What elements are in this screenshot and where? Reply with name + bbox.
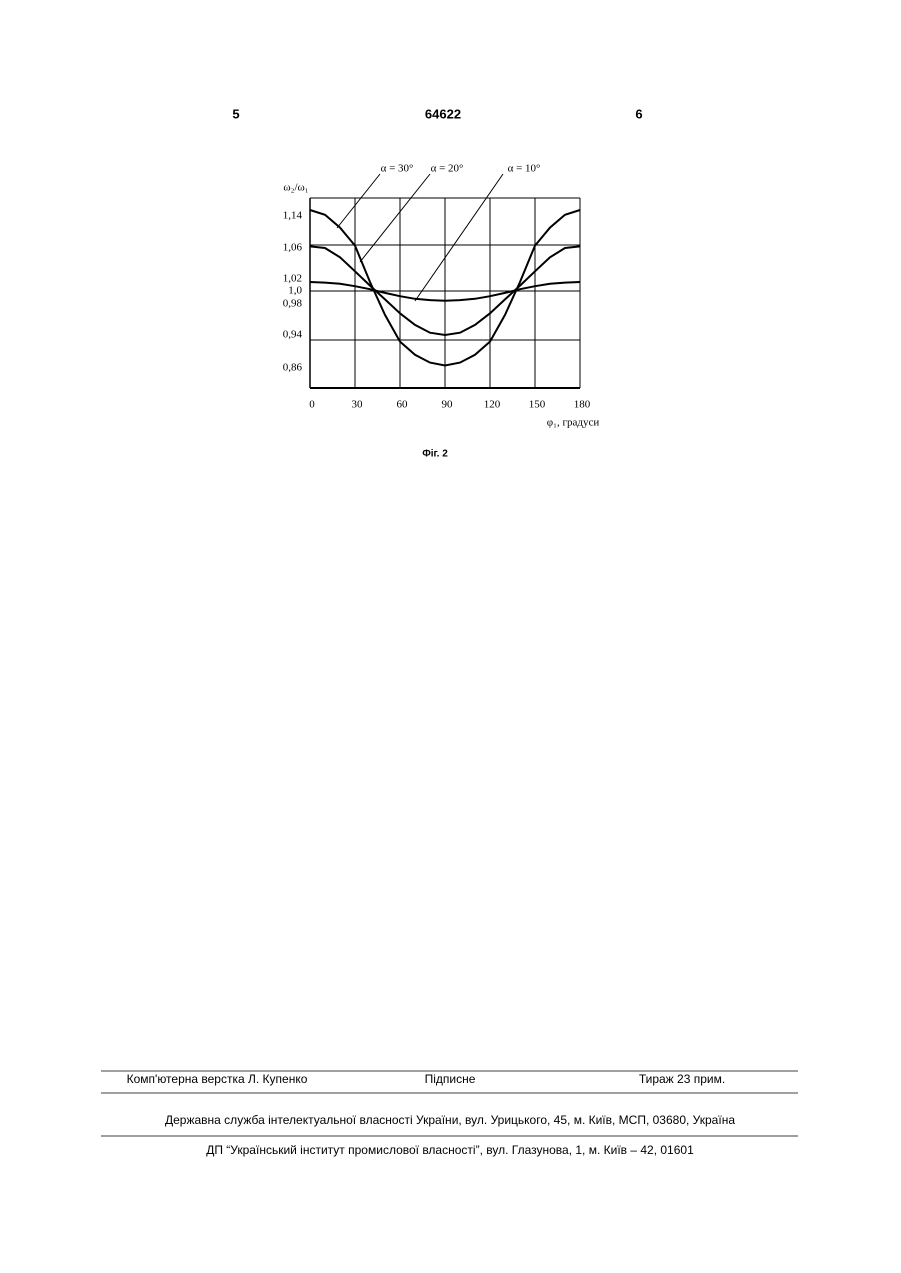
y-tick-label: 0,94: [283, 329, 303, 341]
figure-caption: Фіг. 2: [422, 449, 448, 460]
x-tick-label: 0: [309, 399, 315, 411]
leader-line: [360, 174, 430, 262]
x-axis-label: φ₁, градуси: [547, 417, 600, 429]
y-tick-label: 1,0: [288, 285, 302, 297]
footer-text: Комп'ютерна верстка Л. Купенко: [127, 1072, 308, 1086]
y-axis-label: ω₂/ω₁: [283, 182, 308, 194]
x-tick-label: 90: [442, 399, 454, 411]
annotation: α = 30°: [381, 163, 414, 175]
y-tick-label: 1,06: [283, 242, 303, 254]
page-number-left: 5: [232, 106, 239, 121]
annotation: α = 20°: [431, 163, 464, 175]
footer-text: ДП “Український інститут промислової вла…: [206, 1143, 694, 1157]
leaders: [337, 174, 503, 301]
footer-text: Державна служба інтелектуальної власност…: [165, 1113, 735, 1127]
y-tick-label: 1,14: [283, 210, 303, 222]
page: 5 64622 6 ω₂/ω₁ φ₁, градуси α = 30° α = …: [0, 0, 901, 1273]
x-tick-label: 150: [529, 399, 546, 411]
x-tick-label: 120: [484, 399, 501, 411]
x-tick-label: 60: [397, 399, 409, 411]
y-tick-label: 0,86: [283, 362, 303, 374]
annotation: α = 10°: [508, 163, 541, 175]
footer-text: Підписне: [425, 1072, 476, 1086]
y-tick-label: 0,98: [283, 298, 303, 310]
y-tick-label: 1,02: [283, 273, 302, 285]
leader-line: [337, 174, 380, 228]
patent-number: 64622: [425, 106, 461, 121]
footer-text: Тираж 23 прим.: [639, 1072, 725, 1086]
x-tick-label: 180: [574, 399, 591, 411]
page-number-right: 6: [635, 106, 642, 121]
x-tick-label: 30: [352, 399, 364, 411]
